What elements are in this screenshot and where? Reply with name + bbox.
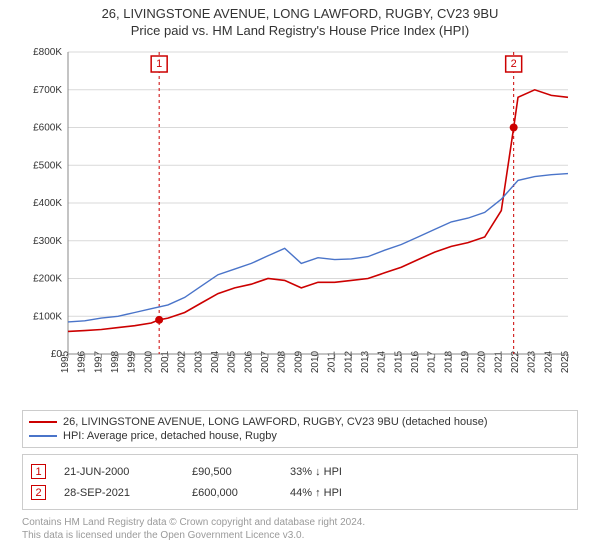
- legend-swatch: [29, 421, 57, 423]
- sale-pct-vs-hpi: 33% ↓ HPI: [290, 466, 390, 478]
- footer-line: Contains HM Land Registry data © Crown c…: [22, 516, 578, 529]
- legend-label: 26, LIVINGSTONE AVENUE, LONG LAWFORD, RU…: [63, 416, 487, 428]
- license-footer: Contains HM Land Registry data © Crown c…: [22, 516, 578, 542]
- legend-item: HPI: Average price, detached house, Rugb…: [29, 429, 571, 443]
- legend: 26, LIVINGSTONE AVENUE, LONG LAWFORD, RU…: [22, 410, 578, 448]
- page: 26, LIVINGSTONE AVENUE, LONG LAWFORD, RU…: [0, 0, 600, 542]
- sale-marker-number: 1: [35, 466, 41, 478]
- chart-svg: £0£100K£200K£300K£400K£500K£600K£700K£80…: [20, 44, 580, 404]
- svg-text:1: 1: [156, 58, 162, 70]
- legend-label: HPI: Average price, detached house, Rugb…: [63, 430, 277, 442]
- sale-row: 2 28-SEP-2021 £600,000 44% ↑ HPI: [31, 482, 569, 503]
- chart-subtitle: Price paid vs. HM Land Registry's House …: [4, 23, 596, 38]
- svg-text:£200K: £200K: [33, 274, 62, 285]
- chart-title-address: 26, LIVINGSTONE AVENUE, LONG LAWFORD, RU…: [4, 6, 596, 21]
- sale-marker-icon: 2: [31, 485, 46, 500]
- sale-date: 28-SEP-2021: [64, 487, 174, 499]
- footer-line: This data is licensed under the Open Gov…: [22, 529, 578, 542]
- svg-text:£500K: £500K: [33, 160, 62, 171]
- legend-item: 26, LIVINGSTONE AVENUE, LONG LAWFORD, RU…: [29, 415, 571, 429]
- svg-text:£100K: £100K: [33, 311, 62, 322]
- sale-row: 1 21-JUN-2000 £90,500 33% ↓ HPI: [31, 461, 569, 482]
- price-chart: £0£100K£200K£300K£400K£500K£600K£700K£80…: [20, 44, 580, 404]
- sale-price: £90,500: [192, 466, 272, 478]
- svg-text:£700K: £700K: [33, 85, 62, 96]
- sale-date: 21-JUN-2000: [64, 466, 174, 478]
- svg-text:£300K: £300K: [33, 236, 62, 247]
- svg-text:2: 2: [511, 58, 517, 70]
- sales-table: 1 21-JUN-2000 £90,500 33% ↓ HPI 2 28-SEP…: [22, 454, 578, 510]
- legend-swatch: [29, 435, 57, 437]
- svg-text:£800K: £800K: [33, 47, 62, 58]
- svg-text:£400K: £400K: [33, 198, 62, 209]
- sale-marker-icon: 1: [31, 464, 46, 479]
- sale-price: £600,000: [192, 487, 272, 499]
- svg-text:£600K: £600K: [33, 123, 62, 134]
- chart-title-block: 26, LIVINGSTONE AVENUE, LONG LAWFORD, RU…: [0, 0, 600, 40]
- sale-pct-vs-hpi: 44% ↑ HPI: [290, 487, 390, 499]
- sale-marker-number: 2: [35, 487, 41, 499]
